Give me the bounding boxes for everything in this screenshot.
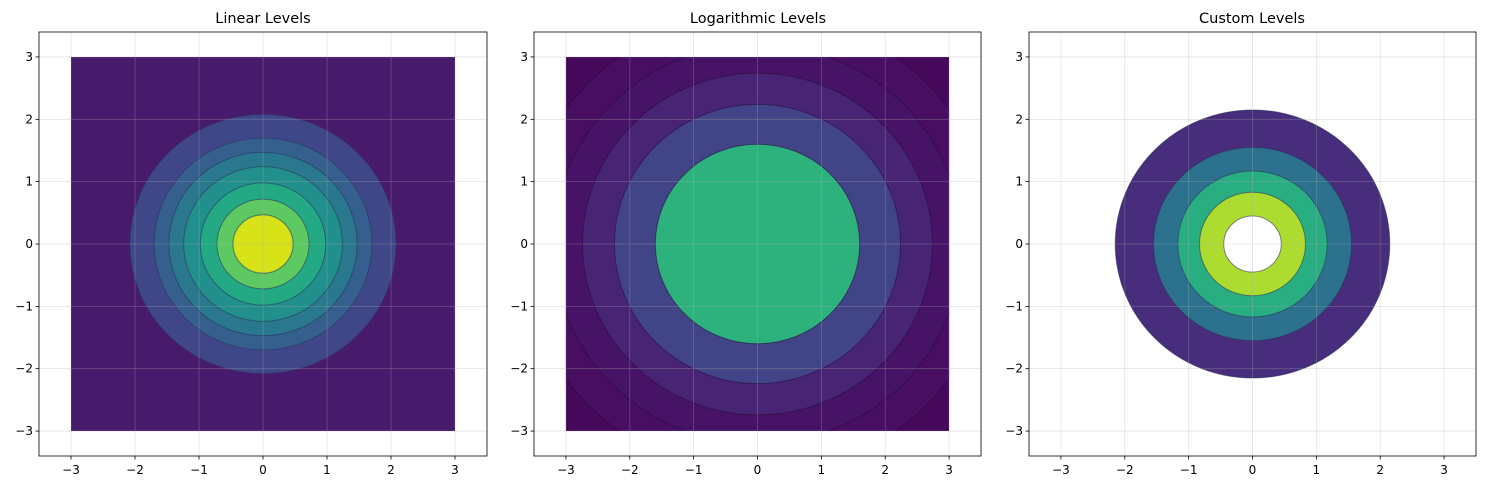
x-tick-label: 3 <box>451 463 459 477</box>
x-tick-label: −2 <box>1116 463 1134 477</box>
y-tick-label: 2 <box>520 112 528 126</box>
x-tick-label: 1 <box>323 463 331 477</box>
y-tick-label: 3 <box>25 50 33 64</box>
x-tick-label: 2 <box>387 463 395 477</box>
y-tick-label: −3 <box>15 424 33 438</box>
panel-linear-levels: Linear Levels −3 −2 −1 0 1 2 3 −3 −2 −1 0 1 2 3 <box>15 11 488 477</box>
x-tick-label: 2 <box>1376 463 1384 477</box>
y-tick-label: 0 <box>1015 237 1023 251</box>
x-tick-label: −1 <box>190 463 208 477</box>
panel-logarithmic-levels: Logarithmic Levels −3 −2 −1 0 1 2 3 −3 −2 −1 0 1 2 3 <box>510 11 982 477</box>
x-tick-label: −3 <box>557 463 575 477</box>
y-tick-label: 2 <box>25 112 33 126</box>
x-tick-label: 0 <box>259 463 267 477</box>
grid <box>534 32 981 456</box>
x-tick-label: −2 <box>621 463 639 477</box>
contour-field <box>565 56 950 432</box>
y-tick-label: 1 <box>520 175 528 189</box>
y-tick-label: −3 <box>1005 424 1023 438</box>
x-tick-label: 2 <box>881 463 889 477</box>
y-tick-label: 0 <box>25 237 33 251</box>
x-tick-label: −1 <box>685 463 703 477</box>
x-tick-label: −3 <box>62 463 80 477</box>
x-tick-label: 0 <box>754 463 762 477</box>
y-tick-label: 2 <box>1015 112 1023 126</box>
y-tick-label: −1 <box>15 299 33 313</box>
x-tick-label: −2 <box>126 463 144 477</box>
y-tick-label: 1 <box>25 175 33 189</box>
grid <box>39 32 487 456</box>
y-tick-label: 1 <box>1015 175 1023 189</box>
y-tick-label: −2 <box>510 362 528 376</box>
panel-title: Logarithmic Levels <box>690 11 826 27</box>
x-tick-label: −1 <box>1180 463 1198 477</box>
y-tick-label: 0 <box>520 237 528 251</box>
y-tick-label: −1 <box>1005 299 1023 313</box>
contour-hole <box>1223 215 1282 273</box>
contour-field <box>1114 109 1391 379</box>
y-tick-label: −2 <box>15 362 33 376</box>
x-tick-label: 3 <box>1440 463 1448 477</box>
contour-field <box>71 56 455 432</box>
x-tick-label: 3 <box>945 463 953 477</box>
contour-band-center <box>233 215 293 273</box>
panel-custom-levels: Custom Levels −3 −2 −1 0 1 2 3 −3 −2 −1 0 1 2 3 <box>1005 11 1477 477</box>
y-tick-label: −2 <box>1005 362 1023 376</box>
x-tick-label: 1 <box>818 463 826 477</box>
x-tick-label: −3 <box>1052 463 1070 477</box>
y-tick-label: 3 <box>520 50 528 64</box>
panel-title: Linear Levels <box>215 11 311 27</box>
panel-title: Custom Levels <box>1199 11 1305 27</box>
grid <box>1029 32 1476 456</box>
x-tick-label: 0 <box>1249 463 1257 477</box>
y-tick-label: −1 <box>510 299 528 313</box>
x-tick-label: 1 <box>1313 463 1321 477</box>
contour-band <box>654 143 861 345</box>
y-tick-label: 3 <box>1015 50 1023 64</box>
y-tick-label: −3 <box>510 424 528 438</box>
